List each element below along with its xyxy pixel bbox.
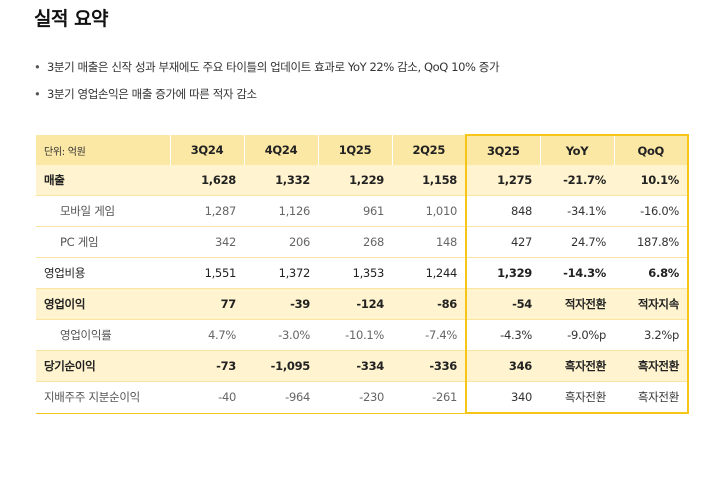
unit-label: 단위: 억원: [36, 135, 171, 165]
table-cell: 187.8%: [614, 226, 689, 258]
row-label: PC 게임: [36, 226, 170, 258]
table-cell: 1,628: [170, 165, 244, 196]
table-cell: 848: [465, 195, 540, 227]
table-cell: 흑자전환: [540, 350, 614, 382]
table-cell: -40: [170, 381, 244, 414]
table-cell: 적자지속: [614, 288, 689, 320]
table-cell: 1,332: [244, 165, 318, 196]
table-cell: 340: [465, 381, 540, 414]
table-cell: 268: [318, 226, 392, 258]
column-header-highlight: 3Q25: [465, 134, 541, 165]
results-table: 단위: 억원 3Q24 4Q24 1Q25 2Q25 3Q25 YoY QoQ …: [36, 134, 689, 414]
table-cell: 148: [392, 226, 466, 258]
page-title: 실적 요약: [34, 8, 109, 30]
table-cell: 3.2%p: [614, 319, 689, 351]
table-cell: 206: [244, 226, 318, 258]
table-row: PC 게임 342 206 268 148 427 24.7% 187.8%: [36, 226, 689, 258]
table-cell: -336: [392, 350, 466, 382]
table-cell: 346: [465, 350, 540, 382]
table-cell: 적자전환: [540, 288, 614, 320]
table-cell: 1,551: [170, 257, 244, 289]
table-cell: -964: [244, 381, 318, 414]
table-row: 모바일 게임 1,287 1,126 961 1,010 848 -34.1% …: [36, 195, 689, 227]
table-row: 영업이익률 4.7% -3.0% -10.1% -7.4% -4.3% -9.0…: [36, 319, 689, 351]
column-header: 2Q25: [392, 135, 466, 165]
table-cell: -10.1%: [318, 319, 392, 351]
table-cell: -9.0%p: [540, 319, 614, 351]
table-cell: -230: [318, 381, 392, 414]
table-cell: 흑자전환: [540, 381, 614, 414]
table-cell: 427: [465, 226, 540, 258]
table-header-row: 단위: 억원 3Q24 4Q24 1Q25 2Q25 3Q25 YoY QoQ: [36, 134, 689, 165]
table-cell: -1,095: [244, 350, 318, 382]
table-cell: 77: [170, 288, 244, 320]
row-label: 영업비용: [36, 257, 170, 289]
row-label: 영업이익률: [36, 319, 170, 351]
table-cell: 1,275: [465, 165, 540, 196]
table-row: 영업비용 1,551 1,372 1,353 1,244 1,329 -14.3…: [36, 257, 689, 289]
row-label: 지배주주 지분순이익: [36, 381, 170, 414]
table-cell: -34.1%: [540, 195, 614, 227]
table-cell: -334: [318, 350, 392, 382]
column-header: 3Q24: [170, 135, 245, 165]
table-row: 지배주주 지분순이익 -40 -964 -230 -261 340 흑자전환 흑…: [36, 381, 689, 414]
row-label: 매출: [36, 165, 170, 196]
table-cell: -21.7%: [540, 165, 614, 196]
table-cell: 1,010: [392, 195, 466, 227]
column-header: 4Q24: [244, 135, 319, 165]
table-cell: -14.3%: [540, 257, 614, 289]
table-cell: -39: [244, 288, 318, 320]
table-cell: 10.1%: [614, 165, 689, 196]
table-cell: 24.7%: [540, 226, 614, 258]
table-cell: -4.3%: [465, 319, 540, 351]
row-label: 당기순이익: [36, 350, 170, 382]
row-label: 모바일 게임: [36, 195, 170, 227]
table-cell: 4.7%: [170, 319, 244, 351]
row-label: 영업이익: [36, 288, 170, 320]
table-row: 영업이익 77 -39 -124 -86 -54 적자전환 적자지속: [36, 288, 689, 320]
table-cell: -86: [392, 288, 466, 320]
table-cell: 342: [170, 226, 244, 258]
bullet-item: 3분기 매출은 신작 성과 부재에도 주요 타이틀의 업데이트 효과로 YoY …: [34, 60, 500, 87]
table-row: 매출 1,628 1,332 1,229 1,158 1,275 -21.7% …: [36, 165, 689, 196]
table-cell: -124: [318, 288, 392, 320]
table-cell: 1,244: [392, 257, 466, 289]
table-cell: 1,329: [465, 257, 540, 289]
table-cell: 흑자전환: [614, 350, 689, 382]
table-cell: 1,229: [318, 165, 392, 196]
table-cell: 1,353: [318, 257, 392, 289]
table-cell: 961: [318, 195, 392, 227]
column-header: 1Q25: [318, 135, 393, 165]
table-cell: 1,158: [392, 165, 466, 196]
table-cell: 흑자전환: [614, 381, 689, 414]
table-cell: -7.4%: [392, 319, 466, 351]
table-cell: 1,287: [170, 195, 244, 227]
bullet-item: 3분기 영업손익은 매출 증가에 따른 적자 감소: [34, 87, 499, 114]
table-cell: -54: [465, 288, 540, 320]
column-header-highlight: YoY: [540, 134, 615, 165]
column-header-highlight: QoQ: [614, 134, 689, 165]
table-cell: -73: [170, 350, 244, 382]
table-cell: -16.0%: [614, 195, 689, 227]
summary-bullets: 3분기 매출은 신작 성과 부재에도 주요 타이틀의 업데이트 효과로 YoY …: [34, 60, 500, 114]
table-cell: -261: [392, 381, 466, 414]
table-cell: 6.8%: [614, 257, 689, 289]
table-cell: 1,126: [244, 195, 318, 227]
table-row: 당기순이익 -73 -1,095 -334 -336 346 흑자전환 흑자전환: [36, 350, 689, 382]
table-cell: 1,372: [244, 257, 318, 289]
table-cell: -3.0%: [244, 319, 318, 351]
